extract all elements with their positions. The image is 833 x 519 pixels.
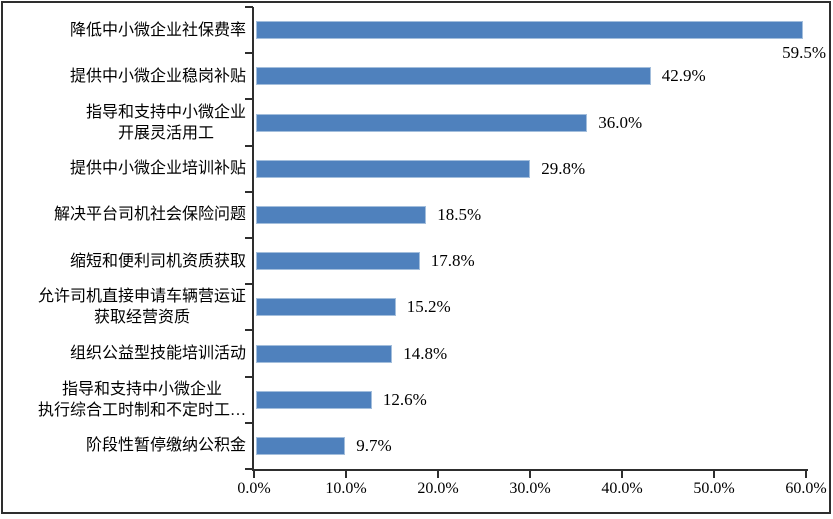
category-label-line: 组织公益型技能培训活动 (69, 345, 246, 363)
category-label-line: 降低中小微企业社保费率 (69, 21, 246, 39)
bar (256, 205, 427, 224)
bar-row: 17.8% (256, 238, 830, 284)
category-row: 解决平台司机社会保险问题 (3, 192, 246, 238)
category-label-line: 提供中小微企业培训补贴 (69, 160, 246, 178)
plot-area: 59.5% 42.9% 36.0% 29.8% 18.5% 17.8% 15.2% 14.8%… (256, 7, 830, 469)
y-axis-tick (245, 190, 253, 193)
value-label: 9.7% (356, 435, 392, 455)
value-label: 42.9% (661, 66, 706, 86)
x-axis-tick (805, 469, 807, 478)
value-label: 17.8% (430, 251, 475, 271)
y-axis-tick (245, 283, 253, 286)
x-axis-tick-label: 40.0% (601, 480, 643, 497)
bar (256, 252, 420, 271)
category-label-line: 指导和支持中小微企业 (85, 103, 246, 121)
bar-row: 42.9% (256, 53, 830, 99)
y-axis-tick (245, 144, 253, 147)
bar (256, 390, 372, 409)
x-axis-tick-label: 20.0% (417, 480, 459, 497)
category-label-line: 缩短和便利司机资质获取 (69, 252, 246, 270)
x-axis-tick (253, 469, 255, 478)
category-row: 指导和支持中小微企业执行综合工时制和不定时工… (3, 377, 246, 423)
y-axis-line (252, 7, 254, 471)
category-row: 降低中小微企业社保费率 (3, 7, 246, 53)
x-axis-tick (529, 469, 531, 478)
category-label: 允许司机直接申请车辆营运证 获取经营资质 (38, 286, 246, 328)
y-axis-tick (245, 421, 253, 424)
category-row: 提供中小微企业稳岗补贴 (3, 53, 246, 99)
x-axis-tick (437, 469, 439, 478)
x-axis-tick (345, 469, 347, 478)
bar-row: 15.2% (256, 284, 830, 330)
bar (256, 436, 346, 455)
category-label: 阶段性暂停缴纳公积金 (86, 435, 246, 456)
category-label: 提供中小微企业培训补贴 (70, 158, 246, 179)
bar (256, 67, 651, 86)
category-axis-labels: 降低中小微企业社保费率 提供中小微企业稳岗补贴 指导和支持中小微企业 开展灵活用工 提供… (3, 7, 246, 469)
y-axis-tick (245, 98, 253, 101)
bar-row: 59.5% (256, 7, 830, 62)
y-axis-tick (245, 237, 253, 239)
x-axis-tick (621, 469, 623, 478)
bar-row: 18.5% (256, 192, 830, 238)
y-axis-tick (245, 52, 253, 55)
bar (256, 159, 531, 178)
bar-row: 12.6% (256, 377, 830, 423)
x-axis-tick-label: 60.0% (785, 480, 827, 497)
value-label: 12.6% (382, 389, 427, 409)
x-axis-tick-label: 10.0% (325, 480, 367, 497)
bar-row: 29.8% (256, 146, 830, 192)
category-label: 降低中小微企业社保费率 (70, 20, 246, 41)
bar (256, 113, 588, 132)
bar-row: 14.8% (256, 330, 830, 376)
bar (256, 21, 804, 40)
category-row: 缩短和便利司机资质获取 (3, 238, 246, 284)
value-label: 36.0% (598, 112, 643, 132)
category-label-line: 执行综合工时制和不定时工… (37, 401, 246, 419)
x-axis-tick (713, 469, 715, 478)
value-label: 59.5% (782, 43, 826, 62)
value-label: 18.5% (437, 204, 482, 224)
category-label-line: 允许司机直接申请车辆营运证 (37, 288, 246, 306)
y-axis-tick (245, 375, 253, 378)
bar-row: 9.7% (256, 423, 830, 469)
value-label: 14.8% (403, 343, 448, 363)
category-label-line: 解决平台司机社会保险问题 (53, 206, 246, 224)
category-label-line: 获取经营资质 (93, 309, 190, 327)
category-row: 阶段性暂停缴纳公积金 (3, 423, 246, 469)
x-axis-tick-label: 30.0% (509, 480, 551, 497)
category-label-line: 阶段性暂停缴纳公积金 (85, 437, 246, 455)
category-label-line: 指导和支持中小微企业 (61, 380, 222, 398)
bar (256, 298, 396, 317)
category-label-line: 提供中小微企业稳岗补贴 (69, 67, 246, 85)
y-axis-tick (245, 468, 253, 470)
category-row: 提供中小微企业培训补贴 (3, 146, 246, 192)
x-axis-tick-label: 50.0% (693, 480, 735, 497)
bar-row: 36.0% (256, 99, 830, 145)
category-label: 解决平台司机社会保险问题 (54, 204, 246, 225)
category-label: 指导和支持中小微企业 开展灵活用工 (86, 102, 246, 144)
y-axis-tick (245, 329, 253, 332)
category-label-line: 开展灵活用工 (117, 124, 214, 142)
value-label: 29.8% (541, 158, 586, 178)
category-label: 组织公益型技能培训活动 (70, 343, 246, 364)
category-row: 组织公益型技能培训活动 (3, 330, 246, 376)
x-axis-tick-label: 0.0% (237, 480, 271, 497)
category-row: 允许司机直接申请车辆营运证 获取经营资质 (3, 284, 246, 330)
value-label: 15.2% (406, 297, 451, 317)
category-row: 指导和支持中小微企业 开展灵活用工 (3, 99, 246, 145)
category-label: 缩短和便利司机资质获取 (70, 251, 246, 272)
category-label: 提供中小微企业稳岗补贴 (70, 66, 246, 87)
category-label: 指导和支持中小微企业执行综合工时制和不定时工… (38, 379, 246, 421)
y-axis-tick (245, 6, 253, 8)
bar (256, 344, 393, 363)
